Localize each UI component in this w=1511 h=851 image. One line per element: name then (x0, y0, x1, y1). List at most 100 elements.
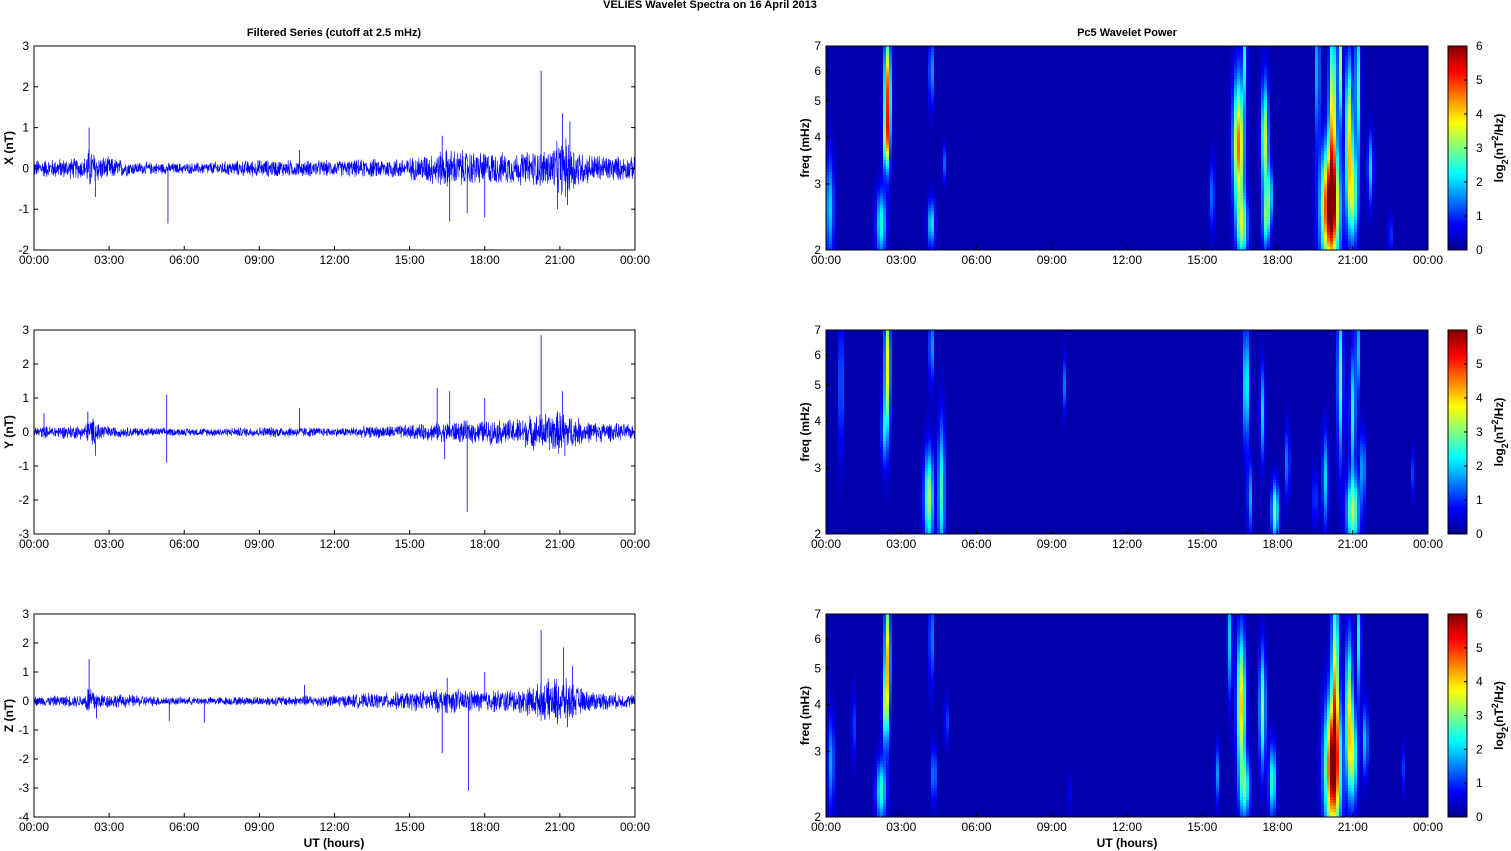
x-tick-label: 06:00 (169, 820, 199, 834)
x-tick-label: 00:00 (620, 820, 650, 834)
y-tick-label: 3 (814, 177, 821, 191)
colorbar-tick-label: 5 (1476, 641, 1483, 655)
y-tick-label: 4 (814, 414, 821, 428)
colorbar-tick-label: 4 (1476, 107, 1483, 121)
y-tick-label: 7 (814, 323, 821, 337)
y-tick-label: 5 (814, 378, 821, 392)
colorbar-tick-label: 1 (1476, 776, 1483, 790)
y-axis-label: Z (nT) (2, 699, 16, 732)
y-tick-label: 4 (814, 130, 821, 144)
colorbar-label: log2(nT2/Hz) (1490, 398, 1510, 467)
x-tick-label: 15:00 (395, 537, 425, 551)
x-tick-label: 03:00 (94, 820, 124, 834)
left-x-axis-label: UT (hours) (304, 836, 365, 850)
x-tick-label: 12:00 (319, 253, 349, 267)
x-tick-label: 21:00 (545, 253, 575, 267)
y-tick-label: -2 (18, 493, 29, 507)
x-tick-label: 09:00 (244, 253, 274, 267)
plot-area (34, 46, 635, 250)
x-tick-label: 18:00 (470, 253, 500, 267)
x-tick-label: 03:00 (94, 253, 124, 267)
x-tick-label: 15:00 (1187, 253, 1217, 267)
colorbar-label: log2(nT2/Hz) (1490, 681, 1510, 750)
x-tick-label: 12:00 (319, 537, 349, 551)
y-tick-label: 0 (22, 694, 29, 708)
y-axis-label: freq (mHz) (798, 118, 812, 177)
colorbar-tick-label: 3 (1476, 709, 1483, 723)
x-tick-label: 18:00 (1262, 820, 1292, 834)
x-tick-label: 15:00 (1187, 820, 1217, 834)
right-x-axis-label: UT (hours) (1097, 836, 1158, 850)
colorbar-tick-label: 5 (1476, 73, 1483, 87)
y-tick-label: -3 (18, 781, 29, 795)
x-tick-label: 18:00 (1262, 253, 1292, 267)
colorbar-tick-label: 3 (1476, 425, 1483, 439)
y-tick-label: -1 (18, 723, 29, 737)
x-tick-label: 06:00 (961, 253, 991, 267)
left-column-title: Filtered Series (cutoff at 2.5 mHz) (247, 27, 422, 39)
x-tick-label: 12:00 (1112, 537, 1142, 551)
y-tick-label: 0 (22, 425, 29, 439)
y-axis-label: X (nT) (2, 131, 16, 165)
x-tick-label: 12:00 (1112, 253, 1142, 267)
y-tick-label: 6 (814, 632, 821, 646)
x-tick-label: 00:00 (811, 537, 841, 551)
y-tick-label: 2 (22, 636, 29, 650)
y-tick-label: 5 (814, 662, 821, 676)
y-tick-label: -2 (18, 752, 29, 766)
x-tick-label: 18:00 (470, 537, 500, 551)
x-tick-label: 15:00 (395, 820, 425, 834)
x-tick-label: 18:00 (470, 820, 500, 834)
y-tick-label: 4 (814, 698, 821, 712)
y-tick-label: 1 (22, 121, 29, 135)
x-tick-label: 00:00 (1413, 820, 1443, 834)
x-tick-label: 00:00 (19, 820, 49, 834)
x-tick-label: 12:00 (319, 820, 349, 834)
x-tick-label: 21:00 (1338, 253, 1368, 267)
colorbar-tick-label: 0 (1476, 810, 1483, 824)
x-tick-label: 21:00 (1338, 820, 1368, 834)
x-tick-label: 21:00 (545, 820, 575, 834)
x-tick-label: 06:00 (961, 820, 991, 834)
colorbar-tick-label: 2 (1476, 175, 1483, 189)
x-tick-label: 03:00 (886, 537, 916, 551)
y-tick-label: 3 (22, 323, 29, 337)
y-tick-label: -1 (18, 202, 29, 216)
x-tick-label: 18:00 (1262, 537, 1292, 551)
x-tick-label: 00:00 (19, 537, 49, 551)
x-tick-label: 00:00 (811, 820, 841, 834)
y-tick-label: 2 (22, 357, 29, 371)
x-tick-label: 06:00 (961, 537, 991, 551)
y-tick-label: 3 (814, 461, 821, 475)
x-tick-label: 15:00 (1187, 537, 1217, 551)
x-tick-label: 06:00 (169, 537, 199, 551)
x-tick-label: 03:00 (886, 820, 916, 834)
colorbar-label: log2(nT2/Hz) (1490, 114, 1510, 183)
x-tick-label: 09:00 (244, 537, 274, 551)
x-tick-label: 12:00 (1112, 820, 1142, 834)
x-tick-label: 00:00 (1413, 537, 1443, 551)
y-tick-label: 2 (22, 80, 29, 94)
x-tick-label: 15:00 (395, 253, 425, 267)
colorbar-tick-label: 0 (1476, 243, 1483, 257)
y-tick-label: 3 (814, 744, 821, 758)
y-tick-label: 6 (814, 64, 821, 78)
y-tick-label: 1 (22, 665, 29, 679)
y-axis-label: freq (mHz) (798, 686, 812, 745)
y-tick-label: 3 (22, 607, 29, 621)
colorbar-tick-label: 0 (1476, 527, 1483, 541)
y-tick-label: -1 (18, 459, 29, 473)
y-tick-label: 7 (814, 607, 821, 621)
x-tick-label: 00:00 (620, 253, 650, 267)
x-tick-label: 09:00 (1037, 253, 1067, 267)
x-tick-label: 00:00 (19, 253, 49, 267)
y-tick-label: 6 (814, 348, 821, 362)
y-tick-label: 3 (22, 39, 29, 53)
colorbar-tick-label: 4 (1476, 391, 1483, 405)
